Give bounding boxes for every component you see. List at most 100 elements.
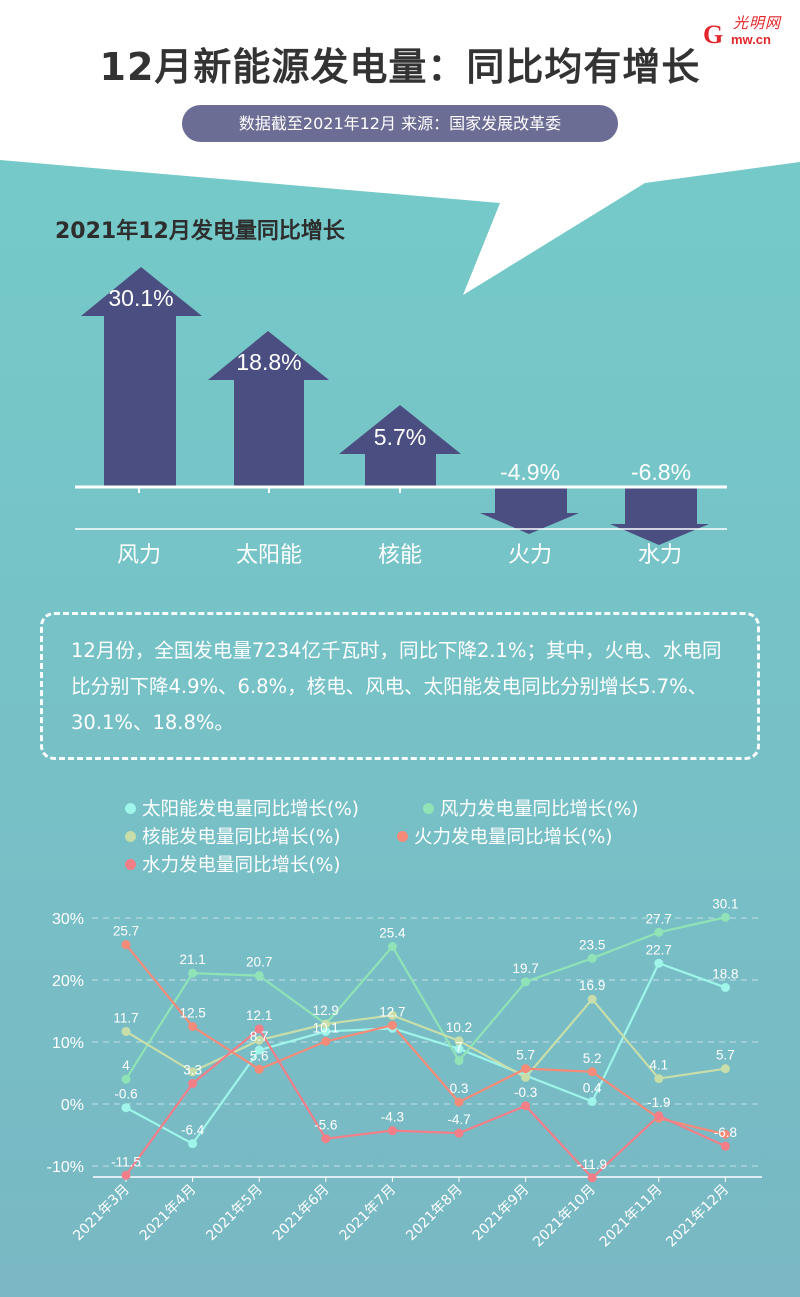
value-label-hydro: -6.8% [630,459,692,485]
legend-dot-icon [125,830,136,842]
data-label: 27.7 [646,911,672,926]
y-tick-label: 0% [61,1097,84,1114]
series-line [125,916,726,1080]
value-label-thermal: -4.9% [499,459,561,485]
x-tick-label: 2021年3月 [70,1182,133,1245]
data-label: 5.7 [516,1048,535,1063]
data-label: 3.3 [183,1063,202,1078]
data-label: 23.5 [579,937,605,952]
legend-dot-icon [125,802,136,814]
data-label: -0.6 [114,1087,137,1102]
legend-item-nuclear: 核能发电量同比增长(%) [125,823,341,849]
data-point [121,940,131,950]
x-tick-label: 2021年9月 [470,1182,533,1245]
data-point [654,1111,664,1121]
data-point [188,968,198,978]
data-point [521,977,531,987]
data-point [454,1036,464,1046]
data-point [188,1022,198,1031]
x-tick-label: 2021年8月 [403,1182,466,1245]
data-point [387,942,397,952]
arrow-up-nuclear [339,405,461,487]
data-label: 4 [122,1058,130,1073]
x-tick-label: 2021年4月 [137,1182,200,1245]
data-label: 20.7 [246,955,272,970]
data-point [521,1101,531,1111]
category-label-solar: 太阳能 [235,543,302,568]
legend-label: 风力发电量同比增长(%) [440,799,639,820]
data-label: 25.4 [379,926,406,941]
data-label: -5.6 [314,1118,337,1133]
data-label: -11.5 [111,1154,141,1169]
data-label: 10.2 [446,1020,472,1035]
y-tick-label: 30% [52,911,84,928]
data-point [720,1064,730,1074]
data-label: 22.7 [646,942,672,957]
data-label: 16.9 [579,978,605,993]
arrow-up-solar [208,331,329,487]
data-point [321,1036,331,1046]
data-label: 25.7 [113,924,139,939]
data-label: -6.8 [714,1125,737,1140]
data-point [121,1103,131,1113]
data-point [254,1024,264,1034]
data-label: 5.7 [716,1048,735,1063]
data-point [720,912,730,922]
data-label: 7 [455,1040,463,1055]
legend-label: 核能发电量同比增长(%) [142,827,341,848]
x-tick-label: 2021年11月 [597,1182,666,1251]
arrow-chart [75,267,727,545]
arrow-down-thermal [480,487,579,534]
data-point [121,1170,131,1180]
data-label: 4.1 [649,1058,668,1073]
source-badge: 数据截至2021年12月 来源：国家发展改革委 [182,105,618,142]
data-point [587,1097,597,1107]
data-label: 12.1 [246,1008,272,1023]
data-label: 10.1 [313,1020,339,1035]
arrow-up-wind [81,267,202,487]
logo-name: 光明网 [733,14,782,32]
data-label: 21.1 [179,952,205,967]
data-label: -4.3 [381,1110,404,1125]
data-point [454,1097,464,1107]
data-point [387,1010,397,1020]
data-label: 8.7 [250,1029,269,1044]
legend-item-hydro: 水力发电量同比增长(%) [125,851,341,877]
legend-item-thermal: 火力发电量同比增长(%) [397,823,613,849]
data-point [720,1129,730,1139]
data-point [254,1045,264,1055]
data-point [587,1173,597,1183]
value-label-solar: 18.8% [236,349,302,375]
x-tick-label: 2021年5月 [203,1182,266,1245]
data-point [321,1019,331,1029]
teal-panel [0,160,800,1297]
legend-dot-icon [125,858,136,870]
data-label: -1.9 [647,1095,670,1110]
data-point [188,1079,198,1089]
data-point [454,1044,464,1054]
x-tick-label: 2021年12月 [663,1182,732,1251]
data-point [587,994,597,1004]
data-point [521,1072,531,1082]
gmw-logo: G 光明网 mw.cn [703,12,798,49]
data-point [720,1141,730,1151]
category-label-nuclear: 核能 [377,543,422,568]
category-label-hydro: 水力 [637,543,682,568]
data-point [387,1020,397,1030]
category-label-thermal: 火力 [507,543,552,568]
data-point [587,953,597,963]
data-point [188,1067,198,1077]
data-point [587,1067,597,1077]
data-point [121,1074,131,1084]
value-label-wind: 30.1% [108,285,174,311]
data-label: 12.7 [379,1004,405,1019]
data-point [654,927,664,937]
data-label: 0.4 [583,1081,602,1096]
data-label: -6.4 [181,1123,205,1138]
logo-url: mw.cn [731,32,771,47]
arrow-down-hydro [610,487,709,545]
data-label: 11.7 [113,1010,138,1025]
data-label: 5.6 [250,1048,269,1063]
data-point [188,1139,198,1149]
